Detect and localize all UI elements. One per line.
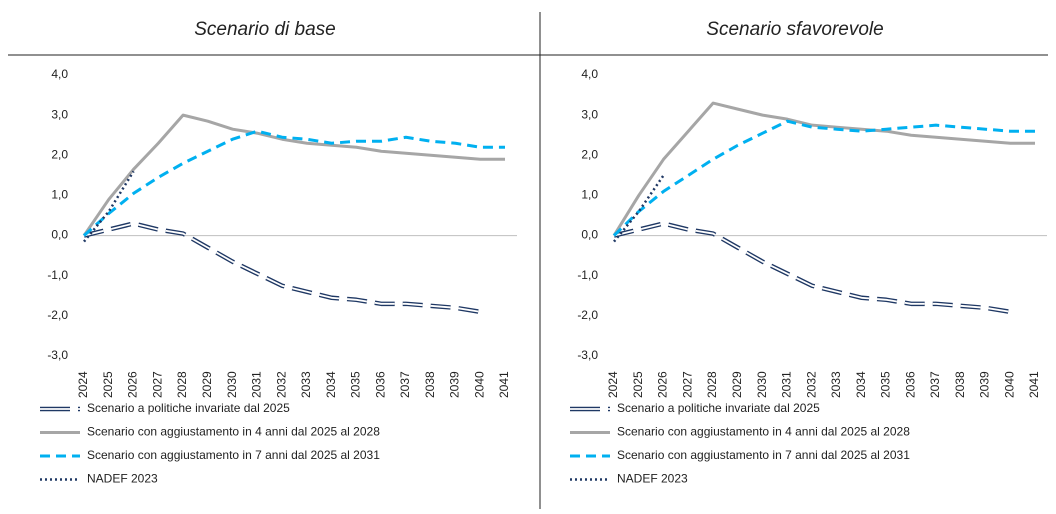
y-tick-label: -1,0 (577, 268, 598, 282)
x-tick-label: 2030 (225, 371, 239, 398)
y-tick-label: 4,0 (581, 67, 598, 81)
y-tick-label: 0,0 (581, 228, 598, 242)
x-tick-label: 2039 (448, 371, 462, 398)
x-tick-label: 2029 (200, 371, 214, 398)
x-tick-label: 2024 (606, 371, 620, 398)
y-tick-label: 3,0 (581, 107, 598, 121)
chart-title: Scenario di base (194, 19, 336, 40)
y-tick-label: -1,0 (47, 268, 68, 282)
x-tick-label: 2038 (953, 371, 967, 398)
y-tick-label: 2,0 (51, 147, 68, 161)
series-line (82, 113, 505, 237)
y-tick-label: -2,0 (577, 308, 598, 322)
legend-label: NADEF 2023 (617, 472, 688, 486)
x-tick-label: 2040 (1002, 371, 1016, 398)
x-tick-label: 2028 (705, 371, 719, 398)
series-line-inner (613, 222, 1011, 313)
y-tick-label: 4,0 (51, 67, 68, 81)
y-tick-label: -3,0 (577, 348, 598, 362)
x-tick-label: 2035 (349, 371, 363, 398)
x-tick-label: 2034 (854, 371, 868, 398)
x-tick-label: 2039 (978, 371, 992, 398)
x-tick-label: 2029 (730, 371, 744, 398)
x-tick-label: 2034 (324, 371, 338, 398)
y-tick-label: -3,0 (47, 348, 68, 362)
series-line (612, 101, 1035, 237)
legend-label: Scenario a politiche invariate dal 2025 (87, 401, 290, 415)
x-tick-label: 2025 (101, 371, 115, 398)
legend-label: Scenario con aggiustamento in 7 anni dal… (617, 448, 910, 462)
x-tick-label: 2037 (398, 371, 412, 398)
x-tick-label: 2032 (804, 371, 818, 398)
x-tick-label: 2037 (928, 371, 942, 398)
x-tick-label: 2026 (656, 371, 670, 398)
legend-label: Scenario con aggiustamento in 4 anni dal… (87, 425, 380, 439)
series-line (83, 129, 505, 237)
x-tick-label: 2036 (903, 371, 917, 398)
x-tick-label: 2031 (780, 371, 794, 398)
x-tick-label: 2032 (274, 371, 288, 398)
series-line-inner (83, 222, 481, 313)
legend-label: NADEF 2023 (87, 472, 158, 486)
y-tick-label: 2,0 (581, 147, 598, 161)
series-line (83, 170, 135, 243)
x-tick-label: 2028 (175, 371, 189, 398)
x-tick-label: 2035 (879, 371, 893, 398)
legend-label: Scenario con aggiustamento in 4 anni dal… (617, 425, 910, 439)
y-tick-label: 3,0 (51, 107, 68, 121)
y-tick-label: 1,0 (581, 188, 598, 202)
x-tick-label: 2030 (755, 371, 769, 398)
x-tick-label: 2027 (680, 371, 694, 398)
y-tick-label: -2,0 (47, 308, 68, 322)
x-tick-label: 2036 (373, 371, 387, 398)
y-tick-label: 1,0 (51, 188, 68, 202)
x-tick-label: 2041 (1027, 371, 1041, 398)
x-tick-label: 2038 (423, 371, 437, 398)
x-tick-label: 2033 (829, 371, 843, 398)
x-tick-label: 2026 (126, 371, 140, 398)
y-tick-label: 0,0 (51, 228, 68, 242)
chart-title: Scenario sfavorevole (706, 19, 883, 40)
x-tick-label: 2024 (76, 371, 90, 398)
x-tick-label: 2025 (631, 371, 645, 398)
series-line (613, 221, 1011, 315)
x-tick-label: 2041 (497, 371, 511, 398)
x-tick-label: 2031 (250, 371, 264, 398)
legend-label: Scenario con aggiustamento in 7 anni dal… (87, 448, 380, 462)
x-tick-label: 2027 (150, 371, 164, 398)
series-line (612, 119, 1035, 237)
legend-label: Scenario a politiche invariate dal 2025 (617, 401, 820, 415)
x-tick-label: 2040 (472, 371, 486, 398)
series-line (83, 221, 481, 315)
x-tick-label: 2033 (299, 371, 313, 398)
